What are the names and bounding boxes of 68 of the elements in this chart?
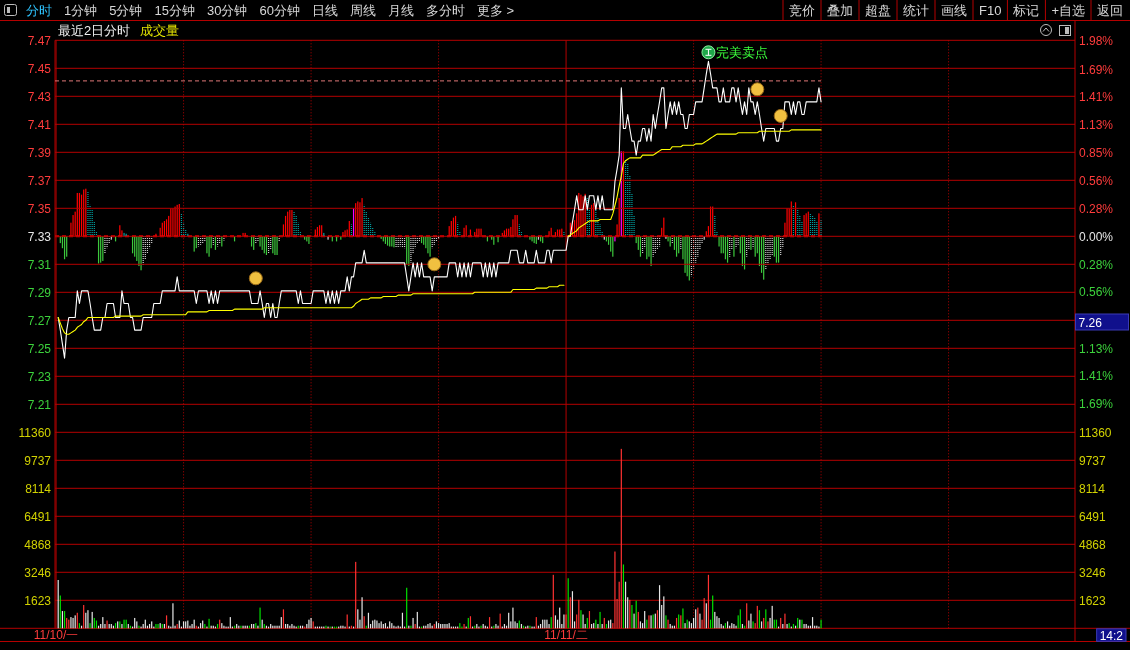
text: 周线 <box>349 3 376 18</box>
x-tick-label: 11/10/一 <box>33 627 79 642</box>
y-tick-label: 7.31 <box>27 257 52 272</box>
y-tick-label: 7.35 <box>27 201 52 216</box>
y2-tick-label: 0.56% <box>1079 285 1114 300</box>
y-tick-label: 7.43 <box>27 89 52 104</box>
text: 分时 <box>26 3 52 18</box>
text: 日线 <box>311 3 338 18</box>
text: 统计 <box>903 3 929 18</box>
y-tick-label: 11360 <box>18 425 52 440</box>
y-tick-label: 7.33 <box>27 229 52 244</box>
y2-tick-label: 1.13% <box>1079 117 1114 132</box>
y2-tick-label: 0.28% <box>1079 202 1114 217</box>
y2-tick-label: 0.00% <box>1079 229 1114 244</box>
text: F10 <box>979 3 1002 18</box>
text: 30分钟 <box>206 3 248 18</box>
y-tick-label: 7.23 <box>27 369 52 384</box>
text: 5分钟 <box>109 3 143 18</box>
y2-tick-label: 1.69% <box>1079 62 1114 77</box>
text: 叠加 <box>827 3 853 18</box>
y2-tick-label: 0.56% <box>1079 174 1114 189</box>
y-tick-label: 7.29 <box>27 285 52 300</box>
text: 7.26 <box>1078 315 1103 330</box>
y2-tick-label: 1.69% <box>1079 397 1114 412</box>
y2-tick-label: 1623 <box>1079 593 1107 608</box>
text: 60分钟 <box>259 3 300 18</box>
text: 多分时 <box>425 3 465 18</box>
y-tick-label: 9737 <box>24 453 52 468</box>
y-tick-label: 7.39 <box>27 145 52 160</box>
y2-tick-label: 11360 <box>1079 425 1112 440</box>
y-tick-label: 7.37 <box>27 173 52 188</box>
y-tick-label: 6491 <box>24 509 52 524</box>
y-tick-label: 7.21 <box>27 397 52 412</box>
y2-tick-label: 4868 <box>1079 537 1107 552</box>
annotation: 完美卖点 <box>716 45 769 61</box>
text: 画线 <box>941 3 967 18</box>
text: +自选 <box>1051 3 1085 18</box>
text: 1分钟 <box>64 3 98 18</box>
text: 竞价 <box>789 3 815 18</box>
text: 标记 <box>1012 3 1040 18</box>
text: 14:2 <box>1099 628 1124 643</box>
text: 超盘 <box>865 3 891 18</box>
y2-tick-label: 8114 <box>1079 481 1106 496</box>
text: 更多 > <box>476 3 515 18</box>
y-tick-label: 7.45 <box>27 61 52 76</box>
text: 15分钟 <box>154 3 195 18</box>
y2-tick-label: 3246 <box>1079 565 1107 580</box>
y2-tick-label: 6491 <box>1079 509 1107 524</box>
text: 月线 <box>387 3 414 18</box>
text: 返回 <box>1097 3 1123 18</box>
y-tick-label: 1623 <box>24 593 52 608</box>
y2-tick-label: 0.85% <box>1079 145 1114 160</box>
y2-tick-label: 1.41% <box>1079 90 1114 105</box>
y-tick-label: 4868 <box>24 537 52 552</box>
y2-tick-label: 0.28% <box>1079 257 1114 272</box>
chart-title: 最近2日分时 <box>58 23 131 38</box>
y-tick-label: 7.25 <box>27 341 52 356</box>
y2-tick-label: 1.41% <box>1079 369 1114 384</box>
x-tick-label: 11/11/二 <box>544 627 588 642</box>
y2-tick-label: 1.13% <box>1079 341 1114 356</box>
y-tick-label: 7.47 <box>27 33 52 48</box>
y-tick-label: 8114 <box>25 481 52 496</box>
y-tick-label: 3246 <box>24 565 52 580</box>
y2-tick-label: 1.98% <box>1079 33 1114 48</box>
chart-subtitle: 成交量 <box>140 23 180 38</box>
y2-tick-label: 9737 <box>1079 453 1107 468</box>
y-tick-label: 7.27 <box>27 313 52 328</box>
y-tick-label: 7.41 <box>27 117 52 132</box>
